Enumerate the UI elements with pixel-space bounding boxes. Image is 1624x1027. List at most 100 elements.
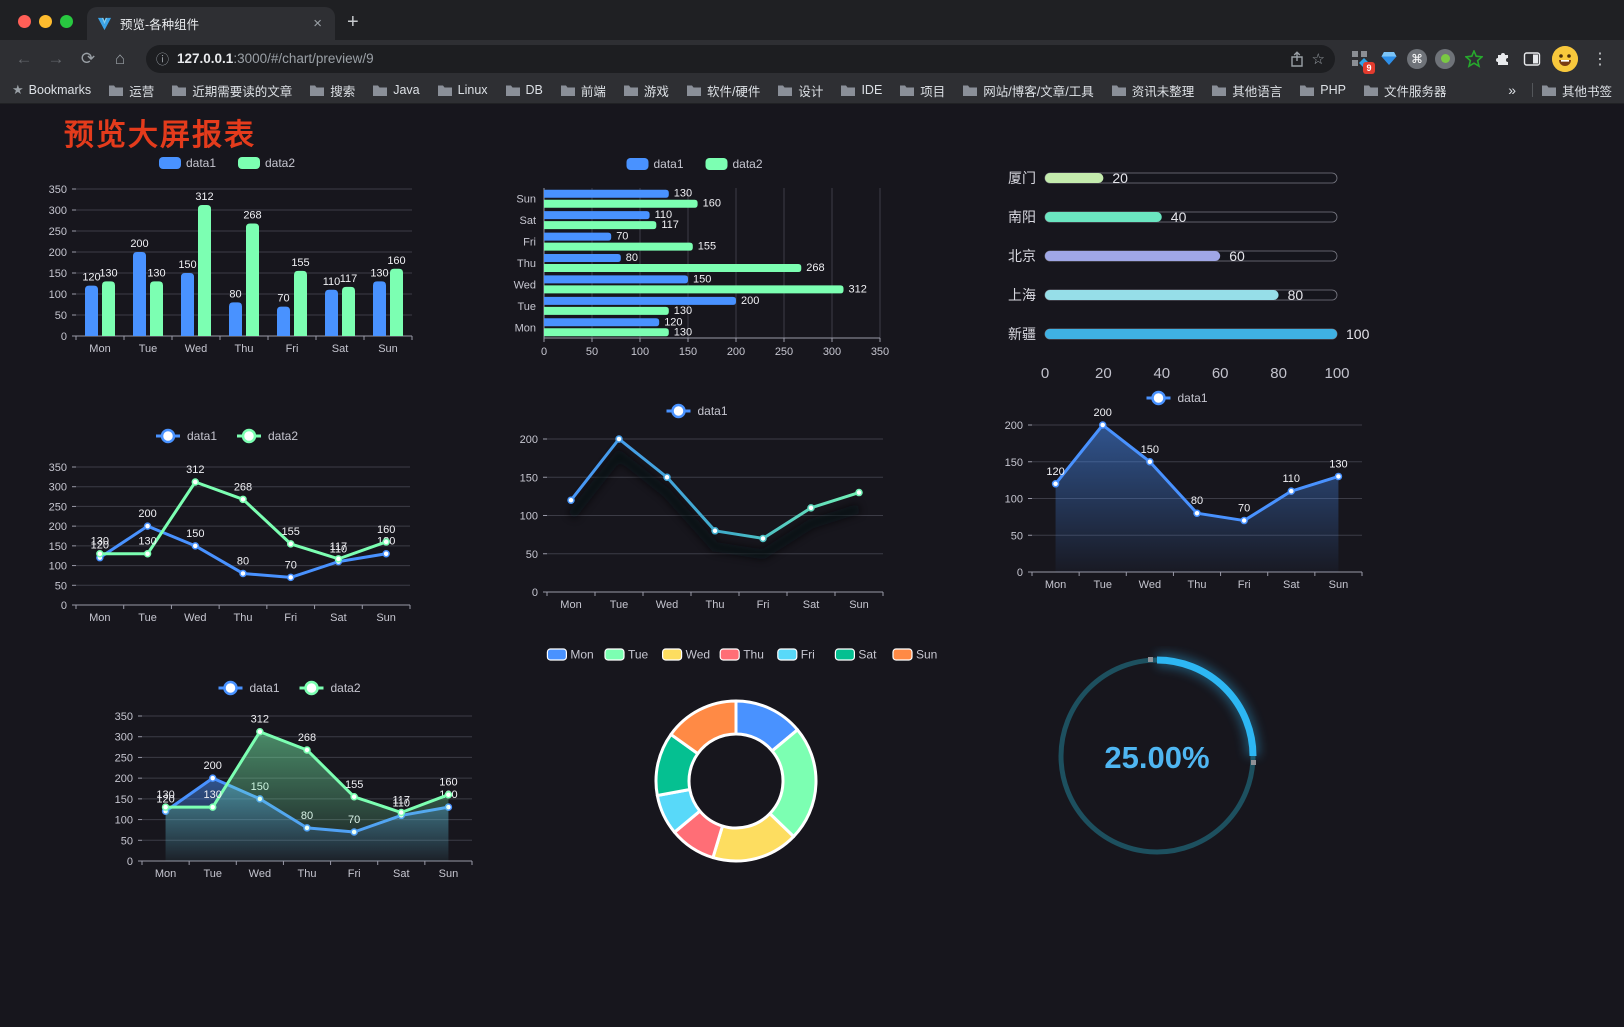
bookmark-folder[interactable]: 搜索 [309, 81, 355, 100]
area-line-chart[interactable]: data1 0 50 100 150 200 Mon Tue Wed Thu Fri Sat Sun 12… [990, 387, 1370, 604]
dual-area-line-chart[interactable]: data1 data2 0 50 100 150 200 250 300 350 Mon Tue Wed… [100, 676, 485, 895]
extension-gem-icon[interactable] [1376, 46, 1401, 71]
svg-text:150: 150 [693, 273, 711, 285]
split-screen-icon[interactable] [1519, 46, 1544, 71]
svg-text:Thu: Thu [743, 648, 764, 662]
menu-icon[interactable]: ⋮ [1592, 50, 1608, 68]
svg-text:70: 70 [616, 231, 628, 243]
horizontal-bar-chart[interactable]: data1 data2 0 50 100 150 200 250 300 350 Sun 130 160… [500, 148, 895, 371]
svg-text:80: 80 [1191, 495, 1203, 507]
bookmark-folder[interactable]: IDE [840, 81, 882, 100]
bookmark-folder[interactable]: 软件/硬件 [686, 81, 760, 100]
extensions-puzzle-icon[interactable] [1490, 46, 1515, 71]
gauge-chart[interactable]: 25.00% [1040, 646, 1275, 871]
svg-text:Thu: Thu [517, 258, 536, 270]
share-icon[interactable] [1290, 50, 1304, 67]
svg-text:50: 50 [55, 580, 67, 592]
bookmarks-star-icon: ★ [12, 82, 24, 97]
folder-icon [778, 85, 793, 96]
svg-text:150: 150 [49, 541, 67, 553]
grouped-bar-chart[interactable]: data1 data2 0 50 100 150 200 250 300 350 Mon Tue Wed… [40, 149, 420, 369]
bookmark-folder[interactable]: 项目 [899, 81, 945, 100]
svg-text:117: 117 [330, 541, 348, 553]
bookmark-folder[interactable]: 游戏 [623, 81, 669, 100]
svg-text:Thu: Thu [235, 343, 254, 355]
bookmark-folder[interactable]: 文件服务器 [1363, 81, 1446, 100]
folder-icon [686, 85, 701, 96]
extension-command-icon[interactable]: ⌘ [1407, 48, 1427, 69]
profile-avatar[interactable] [1552, 45, 1578, 72]
svg-text:200: 200 [49, 247, 67, 259]
extension-star-icon[interactable] [1461, 46, 1486, 71]
svg-text:0: 0 [541, 346, 547, 358]
svg-text:120: 120 [1046, 466, 1064, 478]
bookmarks-root[interactable]: ★ Bookmarks [12, 82, 92, 97]
svg-text:200: 200 [727, 346, 745, 358]
forward-icon[interactable]: → [47, 48, 65, 68]
extension-grid-icon[interactable]: 9 [1347, 46, 1375, 74]
svg-text:300: 300 [49, 205, 67, 217]
bookmark-folder[interactable]: 近期需要读的文章 [171, 81, 292, 100]
svg-text:80: 80 [237, 555, 249, 567]
bookmark-folder[interactable]: 网站/博客/文章/工具 [962, 81, 1094, 100]
bookmark-folder[interactable]: PHP [1299, 81, 1346, 100]
bookmark-star-icon[interactable]: ☆ [1311, 50, 1325, 68]
extension-record-icon[interactable] [1435, 48, 1455, 69]
tab-favicon [97, 16, 112, 31]
browser-tab[interactable]: 预览-各种组件 × [87, 7, 335, 40]
svg-text:Tue: Tue [138, 612, 157, 624]
bookmarks-overflow-chevron[interactable]: » [1508, 82, 1516, 98]
bookmark-folder[interactable]: 前端 [560, 81, 606, 100]
gradient-line-chart[interactable]: data1 0 50 100 150 200 Mon Tue Wed Thu Fri Sat Sun [505, 399, 895, 616]
new-tab-button[interactable]: + [347, 11, 359, 33]
bookmarks-divider [1531, 83, 1533, 97]
home-icon[interactable]: ⌂ [114, 48, 126, 68]
folder-icon [1111, 85, 1126, 96]
url-bar[interactable]: ⓘ 127.0.0.1:3000/#/chart/preview/9 ☆ [146, 44, 1335, 73]
svg-text:Wed: Wed [686, 648, 710, 662]
svg-text:200: 200 [520, 434, 538, 446]
minimize-window-button[interactable] [39, 15, 52, 28]
bookmark-folder[interactable]: Linux [437, 81, 488, 100]
svg-text:Tue: Tue [610, 599, 629, 611]
back-icon[interactable]: ← [15, 48, 33, 68]
zoom-window-button[interactable] [60, 15, 73, 28]
svg-text:Mon: Mon [560, 599, 581, 611]
url-text[interactable]: 127.0.0.1:3000/#/chart/preview/9 [177, 51, 374, 66]
reload-icon[interactable]: ⟳ [80, 48, 96, 68]
window-controls [0, 15, 87, 40]
other-bookmarks-folder[interactable]: 其他书签 [1541, 81, 1612, 100]
bookmark-folder[interactable]: DB [505, 81, 543, 100]
bookmark-folder[interactable]: 资讯未整理 [1111, 81, 1194, 100]
bookmark-folder[interactable]: 运营 [108, 81, 154, 100]
folder-icon [109, 85, 124, 96]
svg-text:50: 50 [526, 549, 538, 561]
svg-text:Mon: Mon [155, 868, 176, 880]
svg-text:厦门: 厦门 [1008, 170, 1036, 186]
close-window-button[interactable] [18, 15, 31, 28]
progress-bar-chart[interactable]: 厦门 20 南阳 40 北京 60 上海 80 新疆 100 0 20 40 60 80 100 [1000, 150, 1375, 390]
svg-text:70: 70 [1238, 503, 1250, 515]
svg-text:117: 117 [340, 273, 358, 285]
svg-text:100: 100 [115, 815, 133, 827]
svg-text:155: 155 [698, 241, 716, 253]
svg-text:data1: data1 [654, 157, 684, 171]
svg-text:0: 0 [532, 587, 538, 599]
svg-text:120: 120 [82, 272, 100, 284]
svg-text:110: 110 [393, 797, 411, 809]
svg-text:北京: 北京 [1008, 248, 1036, 264]
svg-text:150: 150 [186, 528, 204, 540]
multi-line-chart[interactable]: data1 data2 0 50 100 150 200 250 300 350 Mon Tue Wed… [40, 422, 420, 640]
browser-titlebar: 预览-各种组件 × + [0, 0, 1624, 40]
svg-text:Fri: Fri [348, 868, 361, 880]
bookmark-folder[interactable]: Java [372, 81, 420, 100]
bookmark-folder[interactable]: 其他语言 [1211, 81, 1282, 100]
svg-text:300: 300 [49, 482, 67, 494]
site-info-icon[interactable]: ⓘ [156, 52, 170, 67]
tab-close-icon[interactable]: × [313, 15, 322, 32]
svg-text:80: 80 [1270, 365, 1287, 382]
donut-chart[interactable]: Mon Tue Wed Thu Fri Sat Sun [545, 641, 940, 899]
svg-text:data2: data2 [733, 157, 763, 171]
svg-text:data1: data1 [186, 156, 216, 170]
bookmark-folder[interactable]: 设计 [777, 81, 823, 100]
